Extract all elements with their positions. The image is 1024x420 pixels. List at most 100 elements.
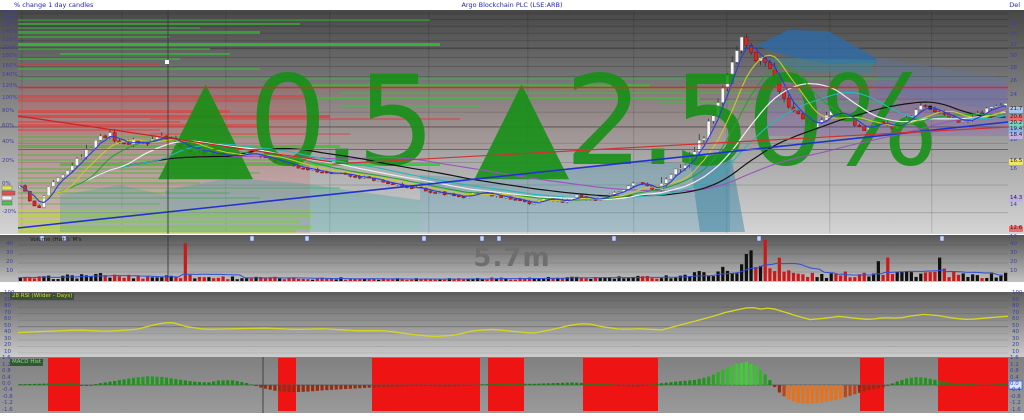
rsi-chart xyxy=(0,292,1024,357)
price-badge: 18.4 xyxy=(1009,132,1024,139)
volume-axis-tick: 10 xyxy=(1010,268,1017,274)
shaded-region xyxy=(756,84,1008,136)
percent-axis-tick: 160% xyxy=(2,62,18,69)
macd-axis-tick: -1.2 xyxy=(1010,400,1021,407)
rsi-axis-tick: 80 xyxy=(1012,303,1019,310)
trend-alert-line xyxy=(17,121,1009,229)
rsi-axis-tick: 70 xyxy=(1012,309,1019,316)
ma-line-blue xyxy=(20,45,1006,204)
news-volume-stripe xyxy=(18,95,310,98)
price-panel[interactable]: ▲0.5 ▲2.50% xyxy=(0,10,1024,234)
macd-axis-tick: 0.4 xyxy=(2,374,11,381)
macd-axis-tick: 1.2 xyxy=(2,361,11,368)
event-marker xyxy=(496,235,502,242)
news-volume-stripe xyxy=(18,209,312,212)
rsi-panel-surface xyxy=(0,292,1024,357)
percent-axis-tick: 40% xyxy=(2,139,15,146)
volume-axis-tick: 20 xyxy=(6,259,13,265)
price-axis-tick: 26 xyxy=(1010,78,1017,84)
macd-current-badge xyxy=(1008,380,1023,390)
price-axis-tick: 14 xyxy=(1010,202,1017,208)
volume-axis-tick: 20 xyxy=(1010,259,1017,265)
rsi-panel-label: 28 RSI (Wilder - Days) xyxy=(10,293,75,300)
macd-axis-tick: -1.6 xyxy=(2,406,13,413)
price-axis-tick: 24 xyxy=(1010,92,1017,98)
rsi-axis-tick: 40 xyxy=(4,329,11,336)
data-mode-label: Del xyxy=(1009,1,1020,9)
news-volume-stripe xyxy=(18,197,260,199)
signal-zone xyxy=(860,358,884,411)
macd-panel[interactable] xyxy=(0,357,1024,413)
event-marker xyxy=(249,235,255,242)
news-volume-stripe xyxy=(60,53,230,55)
volume-panel-surface xyxy=(0,235,1024,282)
rsi-axis-tick: 70 xyxy=(4,309,11,316)
rsi-axis-tick: 30 xyxy=(4,335,11,342)
price-axis-tick: 28 xyxy=(1010,65,1017,71)
ichimoku-cloud xyxy=(876,58,1006,112)
trend-alert-line xyxy=(17,115,333,163)
rsi-axis-tick: 60 xyxy=(4,316,11,323)
news-volume-stripe xyxy=(18,115,330,118)
event-marker xyxy=(756,235,762,242)
volume-panel[interactable] xyxy=(0,235,1024,282)
trend-alert-line xyxy=(331,126,1009,165)
news-volume-stripe xyxy=(300,84,650,87)
news-volume-stripe xyxy=(18,43,440,46)
rsi-axis-tick: 100 xyxy=(1012,290,1023,296)
ichimoku-cloud xyxy=(420,150,730,232)
macd-axis-tick: 0.0 xyxy=(2,381,11,387)
rsi-axis-tick: 90 xyxy=(1012,296,1019,303)
percent-axis-tick: 100% xyxy=(2,95,18,102)
volume-bars xyxy=(18,239,1008,281)
macd-axis-tick: 0.0 xyxy=(1010,381,1019,387)
news-volume-stripe xyxy=(18,23,300,25)
shaded-region xyxy=(310,88,756,150)
news-volume-stripe xyxy=(340,105,480,107)
ichimoku-cloud xyxy=(690,150,745,232)
left-axis-chip xyxy=(1,190,16,196)
price-axis-tick: 30 xyxy=(1010,53,1017,59)
news-volume-stripe xyxy=(18,27,200,29)
ichimoku-cloud xyxy=(760,58,876,74)
left-axis-chip xyxy=(1,200,13,206)
price-badge: 20.6 xyxy=(1009,114,1024,121)
news-volume-stripe xyxy=(18,140,200,142)
left-axis-chip xyxy=(1,185,13,191)
price-axis-tick: 18 xyxy=(1010,137,1017,143)
news-volume-stripe xyxy=(18,187,340,189)
news-volume-stripe xyxy=(340,92,860,94)
percent-axis-tick: 260% xyxy=(2,22,18,29)
volume-average-line xyxy=(17,262,1004,280)
chart-type-label: % change 1 day candles xyxy=(14,1,94,9)
shaded-region xyxy=(18,95,310,135)
macd-axis-tick: -0.8 xyxy=(2,393,13,400)
rsi-panel[interactable] xyxy=(0,292,1024,357)
event-marker xyxy=(304,235,310,242)
volume-chart xyxy=(0,235,1024,282)
percent-axis-tick: 180% xyxy=(2,53,18,60)
news-volume-stripe xyxy=(18,225,312,229)
macd-axis-tick: -0.8 xyxy=(1010,393,1021,400)
signal-zone xyxy=(278,358,296,411)
percent-axis-tick: 120% xyxy=(2,83,18,90)
macd-axis-tick: -0.4 xyxy=(2,387,13,394)
news-volume-stripe xyxy=(660,101,900,103)
left-axis-chip xyxy=(1,195,13,201)
rsi-axis-tick: 10 xyxy=(4,348,11,355)
price-badge: 20.2 xyxy=(1009,120,1024,127)
rsi-axis-tick: 100 xyxy=(4,290,15,296)
macd-axis-tick: 1.2 xyxy=(1010,361,1019,368)
price-axis-tick: 36 xyxy=(1010,21,1017,27)
percent-axis-tick: 0% xyxy=(2,181,11,187)
news-volume-stripe xyxy=(18,172,260,174)
rsi-axis-tick: 20 xyxy=(1012,342,1019,349)
volume-axis-tick: 40 xyxy=(1010,241,1017,247)
rsi-axis-tick: 80 xyxy=(4,303,11,310)
macd-axis-tick: -1.6 xyxy=(1010,406,1021,413)
news-volume-stripe xyxy=(150,133,350,135)
ma-line-black xyxy=(20,101,1006,199)
volume-axis-tick: 30 xyxy=(6,250,13,256)
volume-watermark: 5.7m xyxy=(473,243,551,273)
news-volume-stripe xyxy=(18,192,230,194)
